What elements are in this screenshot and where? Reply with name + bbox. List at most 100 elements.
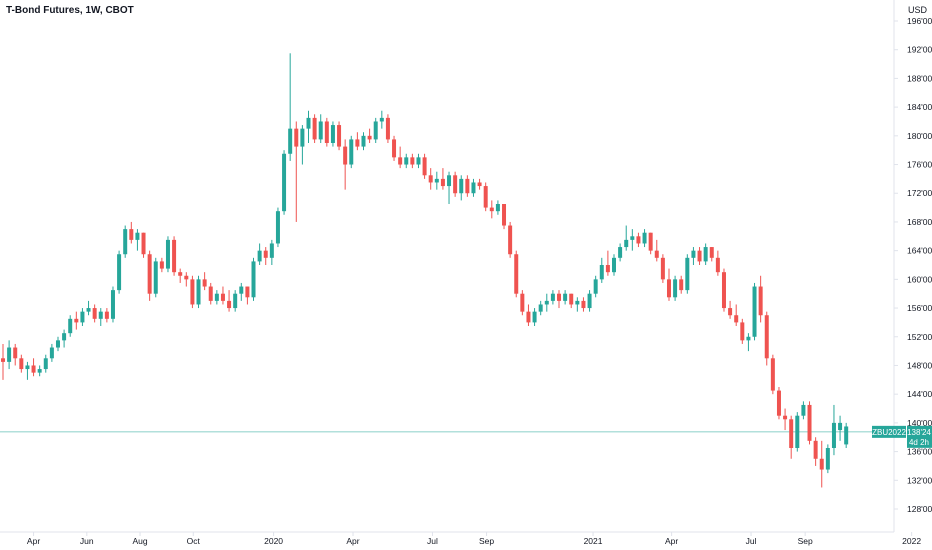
candle-body-down <box>422 157 427 176</box>
y-tick-label: 168'00 <box>907 217 932 227</box>
candle-body-up <box>110 290 115 319</box>
x-tick-label: Jul <box>427 536 438 546</box>
candle-body-down <box>489 207 494 212</box>
y-tick-label: 180'00 <box>907 131 932 141</box>
y-tick-label: 192'00 <box>907 45 932 55</box>
candle-body-up <box>55 340 60 348</box>
y-tick-label: 132'00 <box>907 475 932 485</box>
candle-body-down <box>263 250 268 258</box>
candle-body-down <box>355 139 360 147</box>
candle-body-down <box>569 293 574 305</box>
candle-body-down <box>428 175 433 183</box>
candle-body-up <box>233 293 238 309</box>
candle-body-down <box>453 175 458 194</box>
x-tick-label: 2021 <box>584 536 603 546</box>
candle-body-up <box>68 318 73 334</box>
y-tick-label: 144'00 <box>907 389 932 399</box>
y-tick-label: 188'00 <box>907 73 932 83</box>
y-tick-label: 128'00 <box>907 504 932 514</box>
candle-body-down <box>104 311 109 319</box>
candle-body-down <box>520 293 525 312</box>
y-tick-label: 136'00 <box>907 447 932 457</box>
candle-body-down <box>813 440 818 459</box>
symbol-badge <box>872 425 906 438</box>
candle-body-up <box>434 178 439 183</box>
candle-body-up <box>685 257 690 291</box>
y-tick-label: 176'00 <box>907 160 932 170</box>
candle-body-down <box>605 265 610 273</box>
candle-body-up <box>62 333 67 341</box>
candle-body-down <box>483 186 488 208</box>
candle-body-down <box>648 232 653 251</box>
candle-body-down <box>789 419 794 448</box>
candle-body-up <box>318 121 323 140</box>
candle-body-down <box>220 293 225 301</box>
y-tick-label: 152'00 <box>907 332 932 342</box>
candle-body-down <box>783 415 788 420</box>
candle-body-down <box>208 286 213 301</box>
candle-body-up <box>288 128 293 154</box>
candle-body-up <box>49 347 54 359</box>
candle-body-up <box>257 250 262 262</box>
price-badge-value: 138'24 <box>907 428 931 437</box>
x-tick-label: Apr <box>346 536 359 546</box>
candle-body-down <box>477 182 482 187</box>
candle-body-down <box>508 225 513 255</box>
candle-body-down <box>324 121 329 143</box>
candle-body-up <box>495 204 500 212</box>
candle-body-up <box>563 293 568 301</box>
candle-body-down <box>92 308 97 319</box>
candle-body-up <box>165 239 170 269</box>
candle-body-up <box>117 254 122 291</box>
candle-body-up <box>153 261 158 294</box>
candle-body-up <box>282 153 287 212</box>
candle-body-down <box>581 300 586 309</box>
candle-body-down <box>807 404 812 441</box>
candle-body-up <box>447 175 452 187</box>
candle-body-down <box>13 347 18 359</box>
candle-body-up <box>575 300 580 305</box>
candle-body-down <box>526 311 531 323</box>
x-tick-label: Jul <box>746 536 757 546</box>
candle-body-down <box>227 300 232 309</box>
candle-body-down <box>666 279 671 298</box>
y-tick-label: 160'00 <box>907 274 932 284</box>
candle-body-up <box>624 239 629 248</box>
candle-body-up <box>838 422 843 431</box>
y-tick-label: 156'00 <box>907 303 932 313</box>
candle-body-down <box>819 458 824 470</box>
candle-body-down <box>159 261 164 269</box>
candle-body-up <box>269 243 274 258</box>
candle-body-down <box>728 308 733 316</box>
candle-body-down <box>343 146 348 165</box>
y-tick-label: 172'00 <box>907 188 932 198</box>
candle-body-down <box>31 365 36 373</box>
candle-body-down <box>440 178 445 187</box>
candle-body-down <box>679 279 684 291</box>
symbol-badge-text: ZBU2022 <box>872 428 906 437</box>
candle-body-up <box>123 229 128 255</box>
candle-body-up <box>587 293 592 309</box>
candle-body-down <box>337 125 342 147</box>
candle-body-up <box>37 369 42 373</box>
candle-body-up <box>373 121 378 140</box>
y-tick-label: 196'00 <box>907 16 932 26</box>
candle-body-up <box>691 250 696 258</box>
x-tick-label: Oct <box>187 536 201 546</box>
chart-title: T-Bond Futures, 1W, CBOT <box>6 5 134 16</box>
candle-body-up <box>275 211 280 244</box>
y-tick-label: 148'00 <box>907 360 932 370</box>
x-tick-label: Sep <box>479 536 494 546</box>
candle-body-up <box>703 247 708 262</box>
candle-body-up <box>43 358 48 370</box>
candle-body-down <box>294 128 299 147</box>
price-badge-countdown: 4d 2h <box>909 438 929 447</box>
candle-body-down <box>654 250 659 258</box>
candle-body-up <box>673 279 678 298</box>
candle-body-up <box>825 448 830 470</box>
candle-body-down <box>245 286 250 298</box>
candle-body-up <box>25 365 30 370</box>
candle-body-up <box>630 236 635 240</box>
candle-body-down <box>312 117 317 140</box>
